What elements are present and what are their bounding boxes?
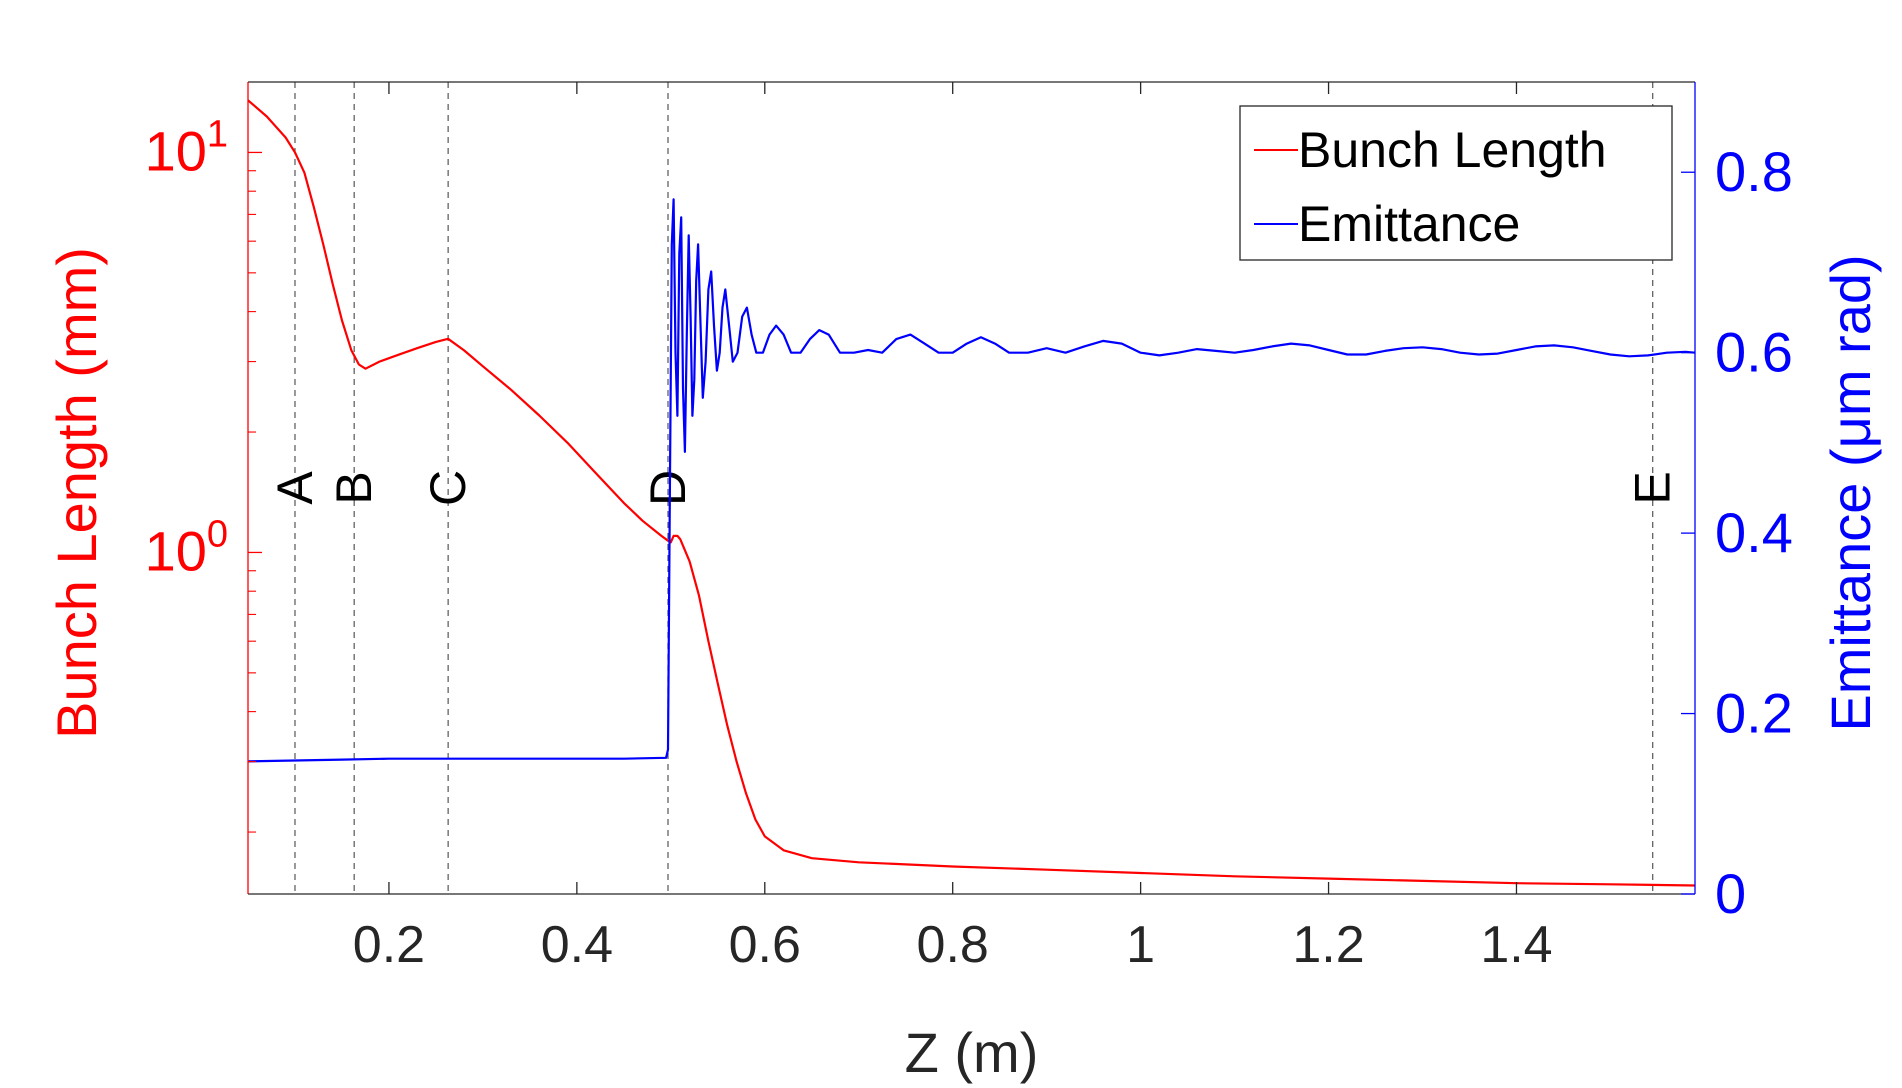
right-tick-label-0: 0: [1715, 862, 1746, 925]
x-tick-label-1: 0.4: [541, 916, 613, 974]
series-lines: [247, 99, 1696, 887]
right-tick-label-2: 0.4: [1715, 501, 1793, 564]
marker-label-d: D: [640, 470, 696, 506]
right-tick-label-1: 0.2: [1715, 682, 1793, 745]
tick-labels: 0.2 0.4 0.6 0.8 1 1.2 1.4 100 101 0 0.2 0.4 0.6 0.8: [145, 113, 1793, 974]
left-tick-label-1: 101: [145, 113, 228, 182]
marker-label-b: B: [326, 471, 382, 504]
legend-label-bunch-length: Bunch Length: [1298, 122, 1607, 178]
right-tick-label-3: 0.6: [1715, 321, 1793, 384]
legend-label-emittance: Emittance: [1298, 196, 1520, 252]
marker-label-e: E: [1625, 471, 1681, 504]
legend-box: [1239, 105, 1673, 261]
x-tick-label-0: 0.2: [353, 916, 425, 974]
x-tick-label-6: 1.4: [1480, 916, 1552, 974]
axes: [247, 81, 1696, 895]
x-tick-label-5: 1.2: [1292, 916, 1364, 974]
left-tick-label-0: 100: [145, 513, 228, 582]
right-tick-label-4: 0.8: [1715, 140, 1793, 203]
right-axis-label: Emittance (μm rad): [1819, 254, 1882, 731]
marker-label-a: A: [267, 471, 323, 505]
series-0-line: [247, 99, 1696, 887]
left-axis-label: Bunch Length (mm): [45, 247, 108, 739]
x-tick-label-2: 0.6: [729, 916, 801, 974]
x-axis-label: Z (m): [905, 1021, 1039, 1084]
x-tick-label-3: 0.8: [917, 916, 989, 974]
marker-label-c: C: [420, 470, 476, 506]
x-tick-label-4: 1: [1126, 916, 1155, 974]
series-1-line: [247, 198, 1696, 763]
tick-marks: [248, 82, 1695, 895]
legend: Bunch Length Emittance: [1239, 105, 1673, 261]
